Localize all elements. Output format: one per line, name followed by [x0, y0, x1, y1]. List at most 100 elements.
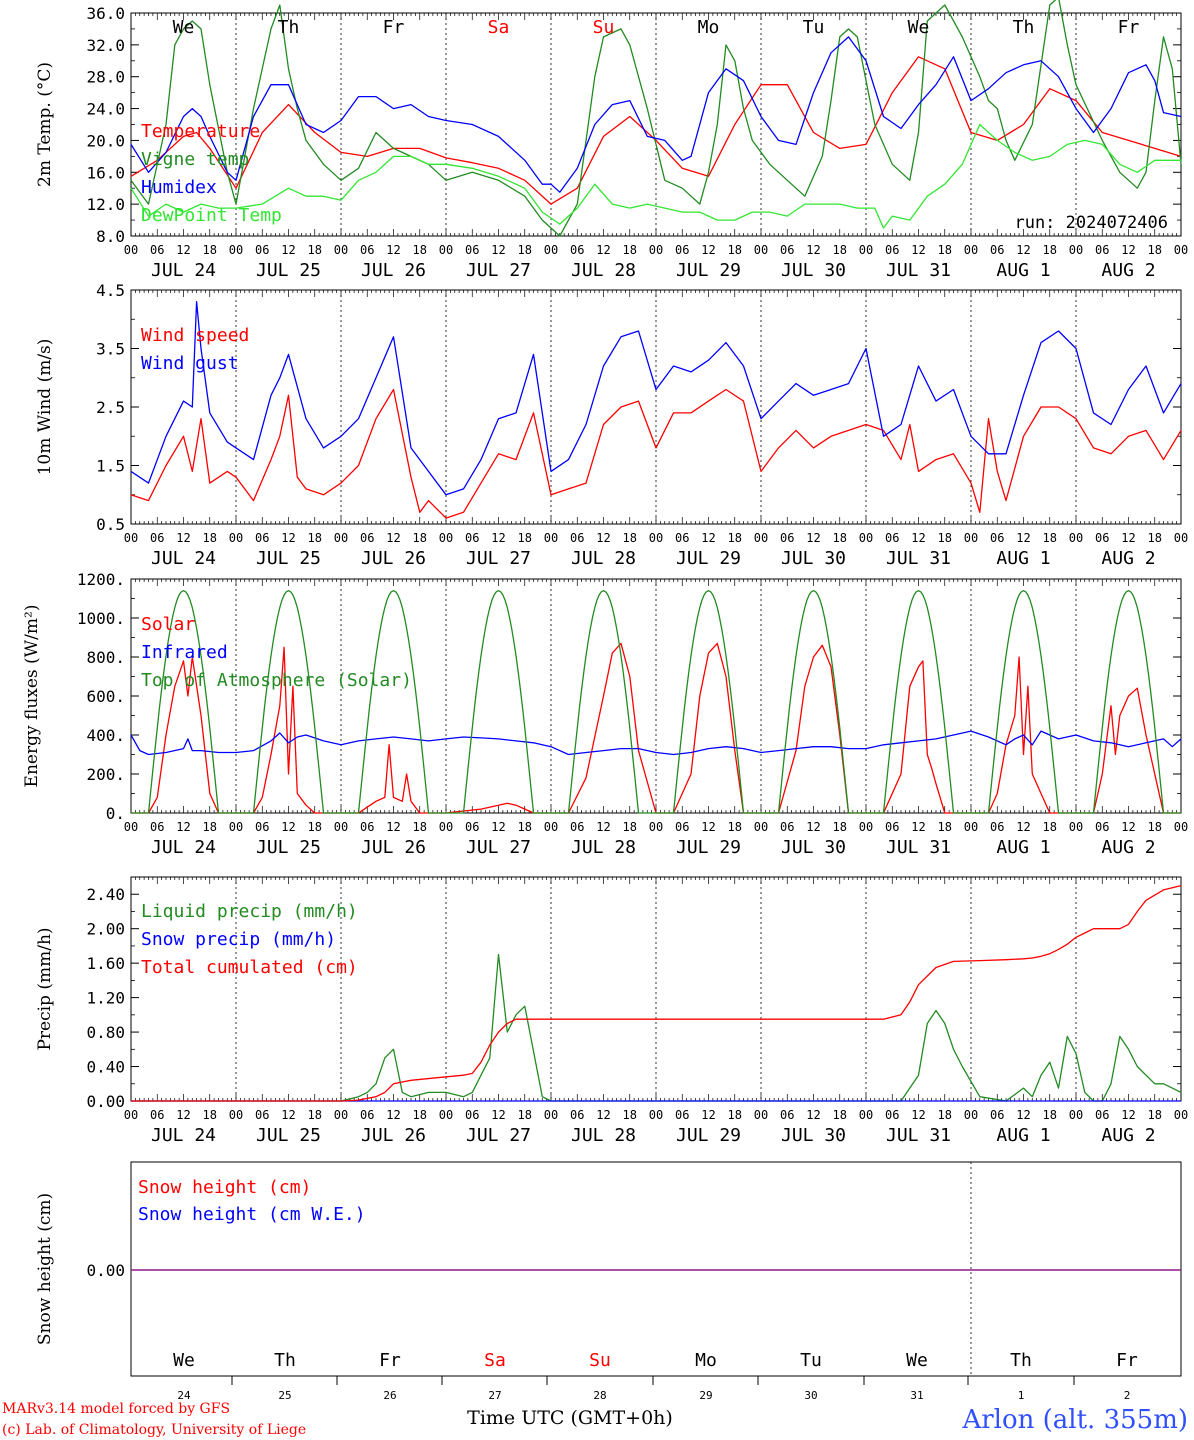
date-label: JUL 24	[151, 837, 216, 858]
day-name: Su	[589, 1350, 611, 1371]
hour-tick-label: 00	[964, 820, 978, 834]
day-name: Fr	[379, 1350, 401, 1371]
hour-tick-label: 12	[1016, 1108, 1030, 1122]
y-tick-label: 24.0	[86, 100, 125, 119]
hour-tick-label: 18	[203, 531, 217, 545]
hour-tick-label: 18	[728, 1108, 742, 1122]
hour-tick-label: 12	[491, 531, 505, 545]
hour-tick-label: 12	[176, 1108, 190, 1122]
hour-tick-label: 00	[334, 243, 348, 257]
y-tick-label: 16.0	[86, 163, 125, 182]
hour-tick-label: 06	[360, 531, 374, 545]
hour-tick-label: 18	[623, 531, 637, 545]
hour-tick-label: 18	[413, 820, 427, 834]
hour-tick-label: 12	[701, 243, 715, 257]
hour-tick-label: 18	[413, 531, 427, 545]
station-label: Arlon (alt. 355m)	[961, 1405, 1188, 1435]
hour-tick-label: 00	[229, 531, 243, 545]
hour-tick-label: 06	[675, 531, 689, 545]
hour-tick-label: 06	[465, 531, 479, 545]
date-label: JUL 30	[781, 548, 846, 569]
hour-tick-label: 00	[964, 243, 978, 257]
series-line-0-3	[130, 123, 1181, 229]
legend-entry: Liquid precip (mm/h)	[141, 901, 358, 922]
hour-tick-label: 18	[938, 243, 952, 257]
date-label: JUL 25	[256, 837, 321, 858]
y-tick-label: 4.5	[96, 281, 125, 300]
y-axis-label: Snow height (cm)	[35, 1193, 55, 1345]
y-tick-label: 3.5	[96, 340, 125, 359]
hour-tick-label: 18	[1148, 1108, 1162, 1122]
hour-tick-label: 18	[308, 531, 322, 545]
y-tick-label: 0.5	[96, 515, 125, 534]
hour-tick-label: 12	[596, 820, 610, 834]
hour-tick-label: 00	[229, 820, 243, 834]
y-tick-label: 600.	[86, 687, 125, 706]
footer-model-line: MARv3.14 model forced by GFS	[2, 1401, 230, 1417]
hour-tick-label: 00	[439, 1108, 453, 1122]
hour-tick-label: 00	[334, 1108, 348, 1122]
y-tick-label: 2.00	[86, 920, 125, 939]
hour-tick-label: 00	[124, 243, 138, 257]
date-label: JUL 24	[151, 548, 216, 569]
day-number: 24	[177, 1389, 191, 1402]
hour-tick-label: 12	[1016, 243, 1030, 257]
hour-tick-label: 06	[780, 1108, 794, 1122]
date-label: AUG 1	[996, 837, 1050, 858]
hour-tick-label: 06	[570, 820, 584, 834]
hour-tick-label: 00	[964, 531, 978, 545]
hour-tick-label: 18	[833, 531, 847, 545]
hour-tick-label: 06	[465, 243, 479, 257]
hour-tick-label: 12	[806, 531, 820, 545]
hour-tick-label: 00	[859, 1108, 873, 1122]
hour-tick-label: 06	[465, 1108, 479, 1122]
hour-tick-label: 00	[1174, 820, 1188, 834]
legend-entry: Wind gust	[141, 353, 239, 374]
hour-tick-label: 06	[255, 531, 269, 545]
day-name: We	[173, 17, 195, 38]
grid-layer	[130, 12, 1182, 1385]
hour-tick-label: 18	[1043, 531, 1057, 545]
hour-tick-label: 18	[203, 1108, 217, 1122]
hour-tick-label: 12	[701, 1108, 715, 1122]
hour-tick-label: 00	[754, 243, 768, 257]
hour-tick-label: 00	[964, 1108, 978, 1122]
hour-tick-label: 06	[780, 243, 794, 257]
y-tick-label: 0.00	[86, 1261, 125, 1280]
hour-tick-label: 06	[570, 1108, 584, 1122]
date-label: JUL 29	[676, 837, 741, 858]
date-label: JUL 27	[466, 837, 531, 858]
hour-tick-label: 18	[518, 820, 532, 834]
hour-tick-label: 00	[439, 243, 453, 257]
y-axis-label: 2m Temp. (°C)	[35, 62, 55, 187]
legend-entry: Snow height (cm)	[138, 1177, 311, 1198]
hour-tick-label: 12	[491, 243, 505, 257]
date-label: JUL 27	[466, 260, 531, 281]
day-number: 26	[383, 1389, 396, 1402]
hour-tick-label: 18	[308, 820, 322, 834]
y-tick-label: 0.40	[86, 1058, 125, 1077]
hour-tick-label: 06	[885, 1108, 899, 1122]
hour-tick-label: 06	[150, 531, 164, 545]
day-name: Fr	[1118, 17, 1140, 38]
hour-tick-label: 12	[596, 1108, 610, 1122]
y-tick-label: 1000.	[77, 609, 125, 628]
hour-tick-label: 06	[255, 820, 269, 834]
hour-tick-label: 12	[806, 1108, 820, 1122]
hour-tick-label: 18	[833, 1108, 847, 1122]
hour-tick-label: 18	[518, 1108, 532, 1122]
day-name: We	[173, 1350, 195, 1371]
hour-tick-label: 06	[675, 820, 689, 834]
hour-tick-label: 00	[754, 531, 768, 545]
hour-tick-label: 06	[150, 820, 164, 834]
hour-tick-label: 12	[596, 243, 610, 257]
hour-tick-label: 12	[806, 820, 820, 834]
date-label: JUL 31	[886, 260, 951, 281]
hour-tick-label: 18	[518, 243, 532, 257]
hour-tick-label: 18	[308, 1108, 322, 1122]
legend-entry: Snow height (cm W.E.)	[138, 1204, 366, 1225]
hour-tick-label: 12	[806, 243, 820, 257]
date-label: JUL 30	[781, 1125, 846, 1146]
day-name: Th	[274, 1350, 296, 1371]
